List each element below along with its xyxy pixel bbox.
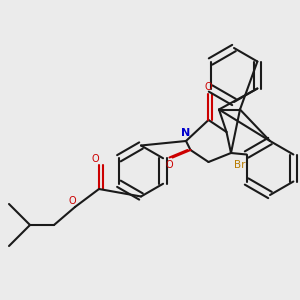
Text: Br: Br (234, 160, 245, 170)
Text: O: O (92, 154, 99, 164)
Text: O: O (166, 160, 173, 170)
Text: O: O (205, 82, 212, 92)
Text: O: O (68, 196, 76, 206)
Text: N: N (182, 128, 190, 138)
